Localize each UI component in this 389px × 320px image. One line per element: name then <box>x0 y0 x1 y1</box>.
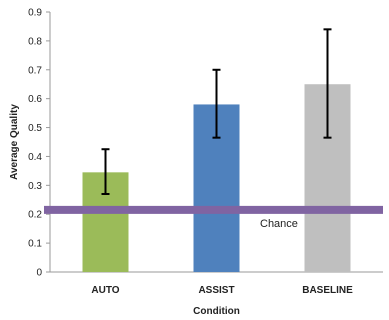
y-tick-label: 0.8 <box>28 36 42 47</box>
chance-line <box>44 205 383 214</box>
x-category-label: AUTO <box>91 285 119 296</box>
y-tick-label: 0.2 <box>28 210 42 221</box>
error-bars <box>101 28 332 195</box>
y-tick-label: 0.6 <box>28 94 42 105</box>
y-tick-label: 0.4 <box>28 152 42 163</box>
y-axis-title: Average Quality <box>9 104 20 180</box>
y-axis-ticks: 0 0.1 0.2 0.3 0.4 0.5 0.6 0.7 0.8 0.9 <box>28 8 50 279</box>
chance-label: Chance <box>260 218 298 230</box>
y-tick-label: 0.7 <box>28 65 42 76</box>
x-axis-categories: AUTO ASSIST BASELINE <box>91 285 353 296</box>
y-tick-label: 0.5 <box>28 123 42 134</box>
y-tick-label: 0 <box>36 268 42 279</box>
x-category-label: BASELINE <box>302 285 353 296</box>
x-axis-title: Condition <box>193 306 240 317</box>
y-tick-label: 0.1 <box>28 239 42 250</box>
x-category-label: ASSIST <box>198 285 234 296</box>
y-tick-label: 0.3 <box>28 181 42 192</box>
y-tick-label: 0.9 <box>28 8 42 19</box>
